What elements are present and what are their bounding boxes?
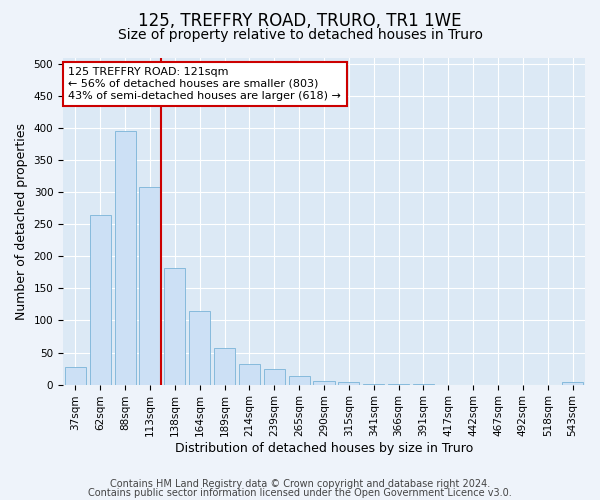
Text: 125, TREFFRY ROAD, TRURO, TR1 1WE: 125, TREFFRY ROAD, TRURO, TR1 1WE [138,12,462,30]
X-axis label: Distribution of detached houses by size in Truro: Distribution of detached houses by size … [175,442,473,455]
Y-axis label: Number of detached properties: Number of detached properties [15,122,28,320]
Text: 125 TREFFRY ROAD: 121sqm
← 56% of detached houses are smaller (803)
43% of semi-: 125 TREFFRY ROAD: 121sqm ← 56% of detach… [68,68,341,100]
Bar [65,368,86,384]
Bar [289,376,310,384]
Bar [338,382,359,384]
Bar [239,364,260,384]
Bar [264,369,285,384]
Text: Size of property relative to detached houses in Truro: Size of property relative to detached ho… [118,28,482,42]
Bar [139,187,161,384]
Bar [164,268,185,384]
Bar [562,382,583,384]
Text: Contains HM Land Registry data © Crown copyright and database right 2024.: Contains HM Land Registry data © Crown c… [110,479,490,489]
Bar [115,132,136,384]
Bar [214,348,235,385]
Bar [90,214,111,384]
Bar [313,380,335,384]
Bar [189,311,210,384]
Text: Contains public sector information licensed under the Open Government Licence v3: Contains public sector information licen… [88,488,512,498]
